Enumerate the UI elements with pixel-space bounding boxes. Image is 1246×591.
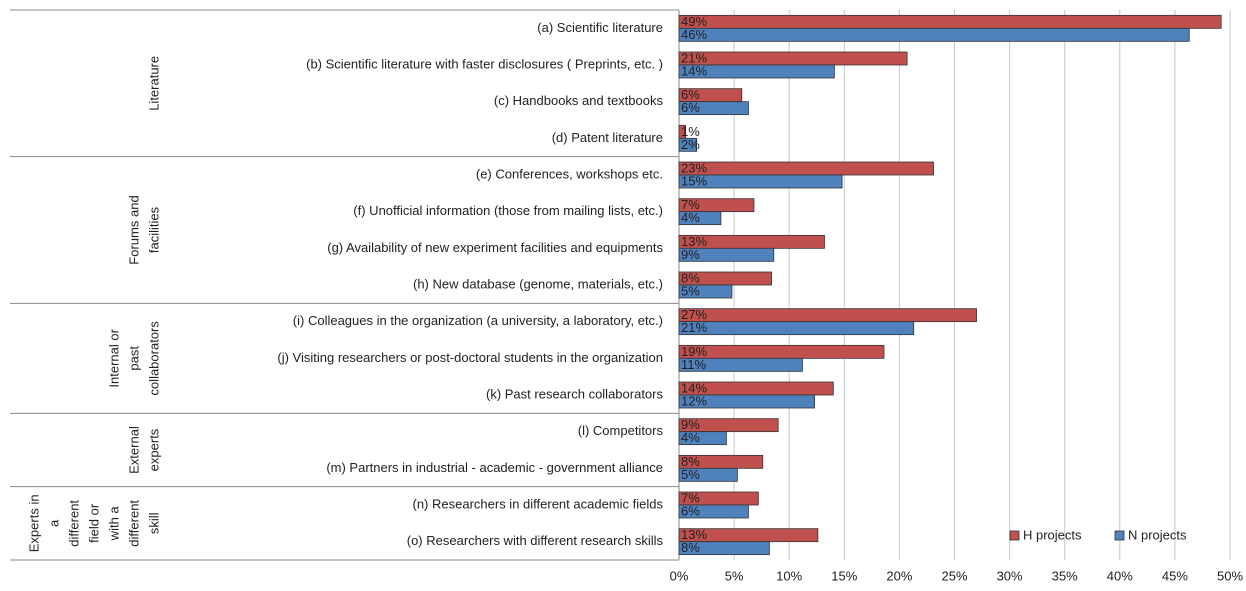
value-label: 9% (681, 417, 700, 432)
value-label: 13% (681, 527, 707, 542)
y-tick-label: (e) Conferences, workshops etc. (476, 166, 663, 181)
group-label: Experts in (26, 494, 41, 552)
value-label: 2% (681, 137, 700, 152)
y-tick-label: (g) Availability of new experiment facil… (327, 240, 663, 255)
value-label: 7% (681, 490, 700, 505)
x-tick-label: 45% (1162, 568, 1188, 583)
bar (678, 467, 738, 482)
y-tick-label: (k) Past research collaborators (486, 386, 664, 401)
value-label: 12% (681, 393, 707, 408)
value-label: 4% (681, 430, 700, 445)
bar (678, 51, 908, 66)
value-label: 49% (681, 14, 707, 29)
value-label: 8% (681, 454, 700, 469)
bar (678, 64, 835, 79)
value-label: 15% (681, 173, 707, 188)
x-tick-label: 5% (725, 568, 744, 583)
group-label: field or (86, 503, 101, 543)
bar (678, 357, 803, 372)
group-label: facilities (146, 206, 161, 253)
group-label: Literature (146, 56, 161, 111)
bar (678, 504, 749, 519)
bar (678, 161, 934, 176)
value-label: 9% (681, 247, 700, 262)
y-tick-label: (i) Colleagues in the organization (a un… (293, 313, 663, 328)
group-label: collaborators (146, 321, 161, 396)
legend-label: H projects (1023, 527, 1082, 542)
value-label: 8% (681, 540, 700, 555)
y-tick-label: (n) Researchers in different academic fi… (413, 496, 664, 511)
group-label: past (126, 346, 141, 371)
y-tick-label: (d) Patent literature (552, 130, 663, 145)
x-tick-label: 40% (1107, 568, 1133, 583)
group-label: with a (106, 506, 121, 542)
value-label: 14% (681, 63, 707, 78)
y-tick-label: (b) Scientific literature with faster di… (306, 56, 663, 71)
y-tick-label: (a) Scientific literature (537, 20, 663, 35)
value-label: 46% (681, 27, 707, 42)
bar (678, 137, 698, 152)
bar (678, 101, 749, 116)
value-label: 6% (681, 503, 700, 518)
value-label: 7% (681, 197, 700, 212)
legend-swatch (1009, 530, 1020, 541)
bar (678, 174, 843, 189)
group-label: different (126, 500, 141, 547)
x-tick-label: 25% (941, 568, 967, 583)
bar (678, 308, 977, 323)
y-tick-label: (j) Visiting researchers or post-doctora… (277, 350, 663, 365)
y-tick-label: (m) Partners in industrial - academic - … (326, 460, 663, 475)
bar (678, 344, 885, 359)
group-label: Forums and (126, 195, 141, 264)
value-label: 19% (681, 344, 707, 359)
legend-label: N projects (1128, 527, 1187, 542)
group-label: experts (146, 428, 161, 471)
bar (678, 27, 1190, 42)
x-tick-label: 0% (670, 568, 689, 583)
legend-swatch (1114, 530, 1125, 541)
group-label: External (126, 426, 141, 474)
x-tick-label: 10% (776, 568, 802, 583)
value-label: 11% (681, 357, 706, 372)
group-label: different (66, 500, 81, 547)
value-label: 21% (681, 50, 707, 65)
value-label: 14% (681, 380, 707, 395)
value-label: 21% (681, 320, 707, 335)
value-label: 8% (681, 270, 700, 285)
value-label: 6% (681, 100, 700, 115)
bar (678, 211, 722, 226)
value-label: 13% (681, 234, 707, 249)
value-label: 1% (681, 124, 700, 139)
value-label: 5% (681, 283, 700, 298)
value-label: 5% (681, 467, 700, 482)
group-label: skill (146, 512, 161, 534)
value-label: 4% (681, 210, 700, 225)
value-label: 27% (681, 307, 707, 322)
y-tick-label: (h) New database (genome, materials, etc… (413, 276, 663, 291)
bar (678, 431, 727, 446)
x-tick-label: 50% (1217, 568, 1243, 583)
x-tick-label: 35% (1052, 568, 1078, 583)
x-tick-label: 15% (831, 568, 857, 583)
x-tick-label: 30% (997, 568, 1023, 583)
bar (678, 321, 915, 336)
group-label: a (46, 519, 61, 527)
bar (678, 394, 815, 409)
y-tick-label: (o) Researchers with different research … (407, 533, 664, 548)
bar (678, 247, 775, 262)
y-tick-label: (l) Competitors (578, 423, 664, 438)
bar (678, 14, 1222, 29)
x-tick-label: 20% (886, 568, 912, 583)
value-label: 6% (681, 87, 700, 102)
group-label: Internal or (106, 328, 121, 387)
bar (678, 418, 779, 433)
y-tick-label: (c) Handbooks and textbooks (494, 93, 664, 108)
bar (678, 284, 733, 299)
value-label: 23% (681, 160, 707, 175)
bar (678, 541, 770, 556)
y-tick-label: (f) Unofficial information (those from m… (353, 203, 663, 218)
